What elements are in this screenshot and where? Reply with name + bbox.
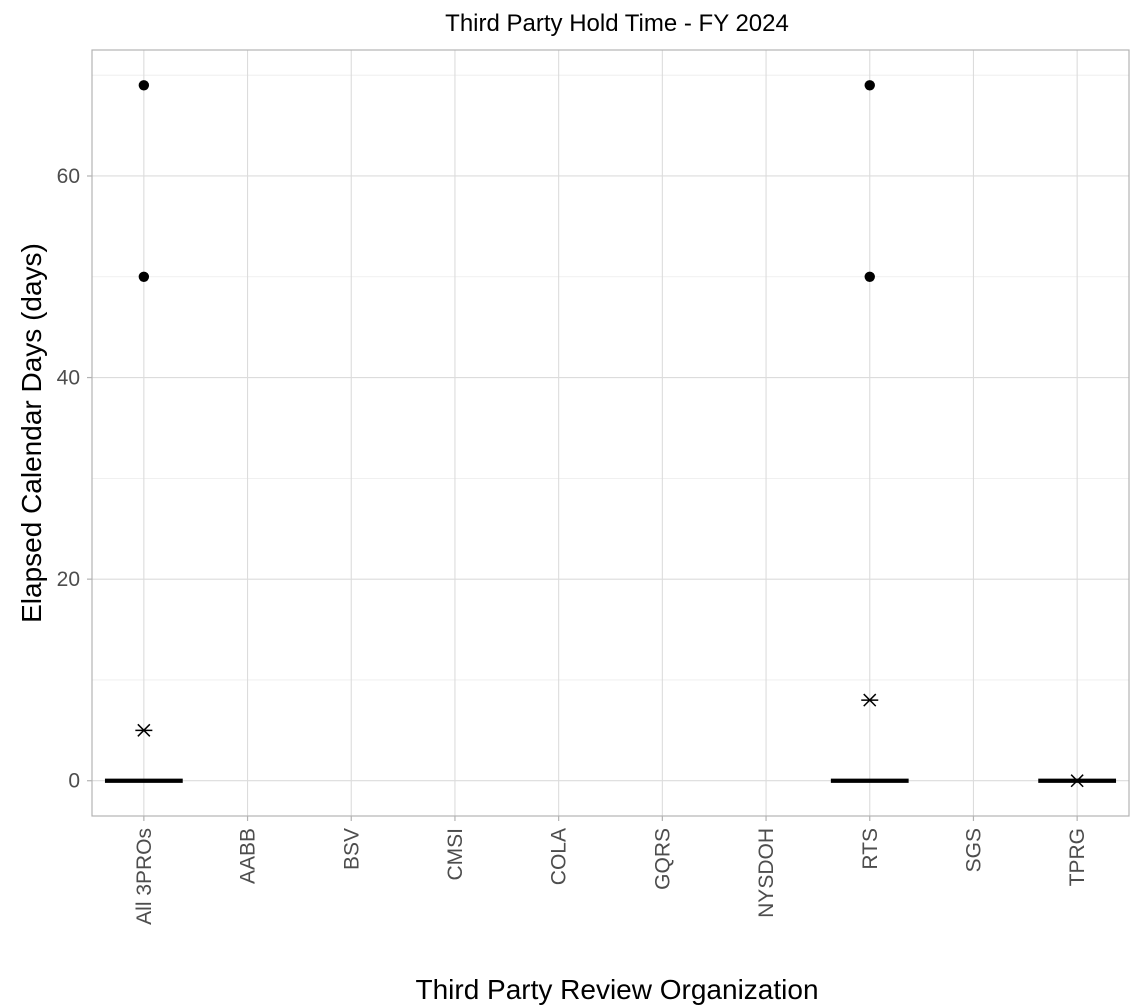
outlier-point [138, 80, 150, 91]
x-tick-label: NYSDOH [755, 828, 778, 918]
x-tick-label: GQRS [651, 828, 674, 890]
x-tick-label: All 3PROs [133, 828, 156, 925]
x-tick-label: COLA [548, 828, 571, 885]
y-tick-label: 20 [57, 568, 80, 591]
x-tick-label: RTS [859, 828, 882, 870]
mean-marker [861, 693, 879, 707]
y-axis: 0 20 40 60 [57, 165, 92, 793]
x-tick-label: BSV [340, 828, 363, 870]
grid-lines [92, 50, 1129, 816]
plot-marks [104, 80, 1117, 788]
outlier-point [864, 80, 875, 91]
x-tick-label: CMSI [444, 828, 467, 881]
x-axis: All 3PROs AABB BSV CMSI COLA GQRS NYSDOH RTS SGS… [133, 816, 1089, 925]
x-tick-label: AABB [237, 828, 260, 884]
y-tick-label: 40 [57, 367, 80, 390]
y-tick-label: 0 [68, 770, 80, 793]
mean-marker [1068, 774, 1086, 788]
mean-marker [135, 723, 153, 737]
x-tick-label: SGS [962, 828, 985, 872]
y-axis-title: Elapsed Calendar Days (days) [16, 243, 47, 623]
panel-border [91, 49, 1130, 817]
y-tick-label: 60 [57, 165, 80, 188]
x-axis-title: Third Party Review Organization [415, 974, 818, 1005]
outlier-point [138, 271, 150, 282]
x-tick-label: TPRG [1066, 828, 1089, 886]
outlier-point [864, 271, 875, 282]
chart-title: Third Party Hold Time - FY 2024 [445, 10, 789, 37]
